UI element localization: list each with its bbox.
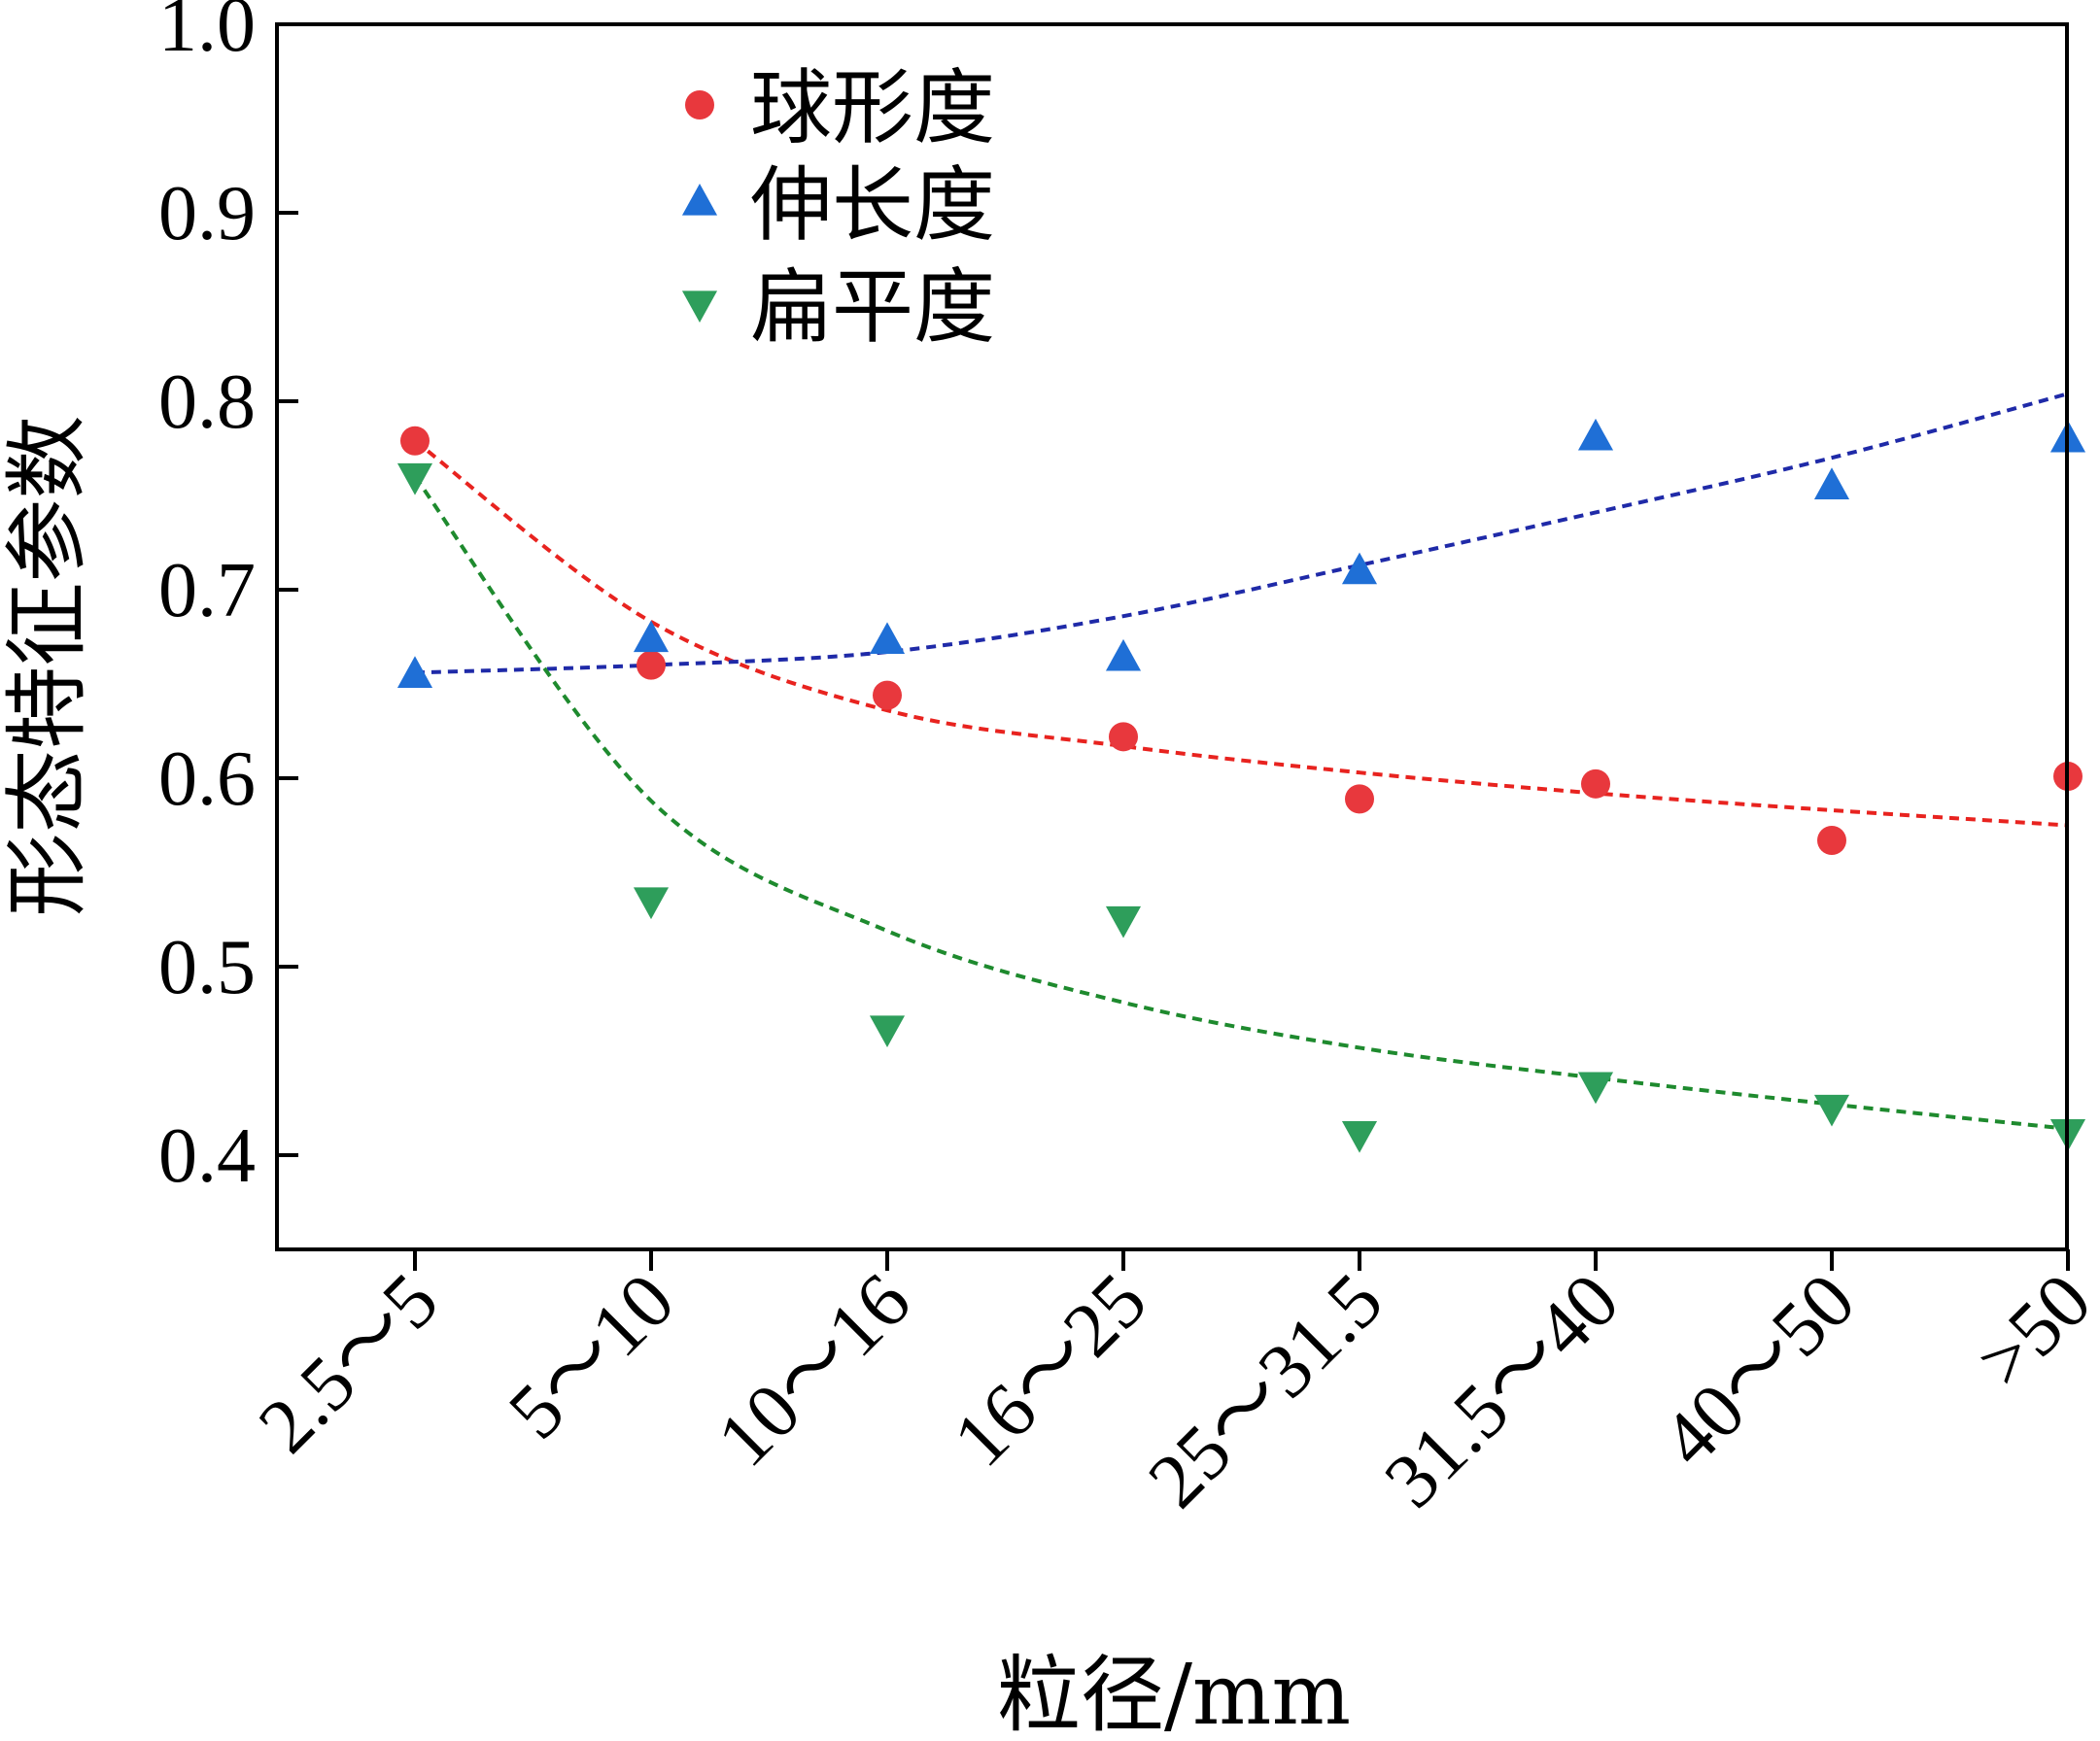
data-point-elongation: [1105, 638, 1142, 671]
trend-layer: [413, 392, 2069, 1131]
x-tick-label: 10～16: [702, 1258, 927, 1484]
data-point-flatness: [633, 887, 670, 920]
x-tick-label: 16～25: [938, 1258, 1163, 1484]
data-point-elongation: [1341, 552, 1378, 585]
data-point-elongation: [869, 622, 906, 655]
data-point-sphericity: [1581, 768, 1610, 799]
x-tick-label: 40～50: [1646, 1258, 1872, 1484]
data-point-elongation: [1577, 418, 1614, 451]
legend-marker-flatness: [681, 290, 718, 323]
y-axis-title: 形态特征参数: [0, 416, 96, 917]
data-point-sphericity: [873, 680, 902, 710]
y-tick-label: 0.8: [158, 359, 256, 445]
y-tick-label: 0.7: [158, 548, 256, 633]
data-point-flatness: [1341, 1120, 1378, 1153]
marker-layer: [396, 418, 2086, 1153]
legend-marker-elongation: [681, 184, 718, 216]
x-tick-label: 2.5～5: [243, 1258, 455, 1470]
y-tick-label: 0.9: [158, 171, 256, 256]
data-point-elongation: [396, 656, 433, 688]
data-point-flatness: [396, 462, 433, 495]
data-point-flatness: [1577, 1072, 1614, 1105]
legend-label-flatness: 扁平度: [750, 259, 995, 355]
x-tick-label: 25～31.5: [1132, 1258, 1398, 1524]
legend-marker-sphericity: [685, 90, 714, 119]
data-point-elongation: [1813, 467, 1850, 499]
data-point-sphericity: [1345, 784, 1374, 814]
y-tick-label: 0.5: [158, 925, 256, 1010]
axis-layer: 0.4 0.5 0.6 0.7 0.8 0.9 1.0 2.5～5 5～10 10～16 16～25…: [158, 0, 2100, 1524]
y-tick-label: 0.4: [158, 1113, 256, 1199]
x-tick-label: >50: [1961, 1258, 2100, 1405]
data-point-flatness: [1105, 905, 1142, 939]
data-point-flatness: [1813, 1094, 1850, 1127]
y-tick-label: 0.6: [158, 736, 256, 822]
data-point-sphericity: [400, 426, 430, 456]
data-point-sphericity: [637, 650, 666, 680]
legend-label-sphericity: 球形度: [750, 60, 995, 155]
x-tick-label: 5～10: [493, 1258, 691, 1456]
y-tick-label: 1.0: [158, 0, 256, 68]
data-point-elongation: [633, 620, 670, 653]
x-tick-label: 31.5～40: [1368, 1258, 1635, 1524]
data-point-sphericity: [1109, 722, 1138, 752]
trend-line-elongation: [414, 392, 2069, 675]
plot-frame: [275, 22, 2069, 1251]
trend-line-sphericity: [413, 439, 2069, 828]
x-axis-title: 粒径/mm: [997, 1647, 1351, 1741]
data-point-sphericity: [1817, 826, 1846, 856]
legend-label-elongation: 伸长度: [750, 157, 995, 253]
data-point-flatness: [869, 1015, 906, 1048]
trend-line-flatness: [413, 475, 2069, 1131]
